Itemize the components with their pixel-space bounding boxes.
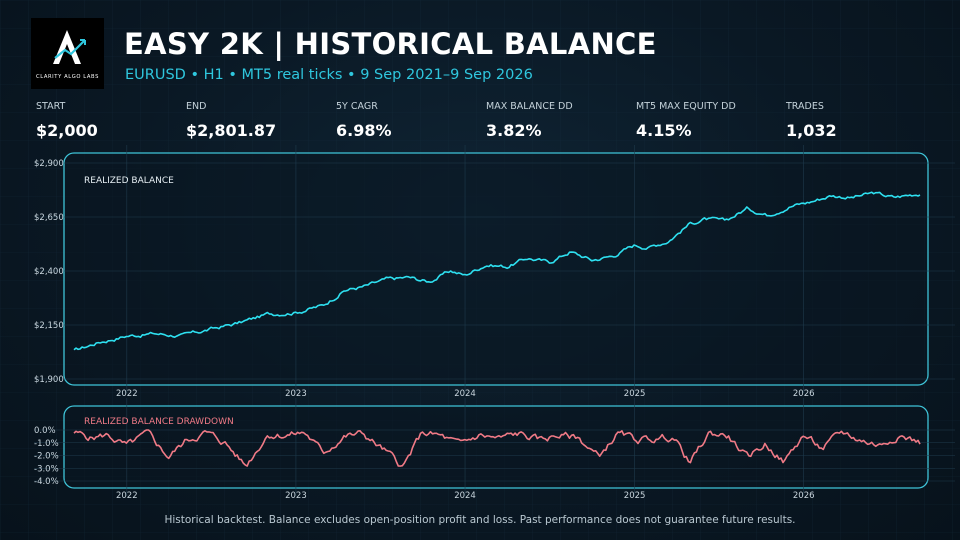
balance-line [73,191,921,351]
y-tick-label: $2,150 [34,321,64,331]
stat-label: MAX BALANCE DD [486,101,573,112]
y-tick-label: 0.0% [34,426,56,436]
x-tick-label: 2023 [285,389,307,399]
y-tick-label: $1,900 [34,375,64,385]
stat-label: START [36,101,66,112]
stat-value: $2,000 [36,121,98,140]
x-tick-label: 2026 [793,491,815,501]
y-tick-label: $2,900 [34,159,64,169]
x-tick-label: 2026 [793,389,815,399]
page-title: EASY 2K | HISTORICAL BALANCE [124,27,657,61]
y-tick-label: $2,400 [34,267,64,277]
stat-label: TRADES [786,101,824,112]
page-subtitle: EURUSD • H1 • MT5 real ticks • 9 Sep 202… [125,67,533,83]
stat-value: $2,801.87 [186,121,277,140]
x-tick-label: 2022 [116,389,138,399]
drawdown-line [73,429,921,467]
x-tick-label: 2024 [454,389,476,399]
y-tick-label: -2.0% [34,452,59,462]
stat-value: 1,032 [786,121,837,140]
stat-value: 4.15% [636,121,692,140]
stat-cagr: 5Y CAGR 6.98% [336,101,392,140]
balance-chart-title: REALIZED BALANCE [84,176,174,186]
drawdown-chart-title: REALIZED BALANCE DRAWDOWN [84,417,234,427]
stat-trades: TRADES 1,032 [786,101,837,140]
y-tick-label: -3.0% [34,464,59,474]
logo-text: CLARITY ALGO LABS [36,74,99,80]
balance-panel [63,152,929,386]
stat-start: START $2,000 [36,101,98,140]
x-tick-label: 2025 [624,389,646,399]
y-tick-label: -1.0% [34,439,59,449]
x-tick-label: 2025 [624,491,646,501]
stat-max-balance-dd: MAX BALANCE DD 3.82% [486,101,573,140]
x-tick-label: 2022 [116,491,138,501]
stat-value: 3.82% [486,121,542,140]
x-tick-label: 2023 [285,491,307,501]
stat-end: END $2,801.87 [186,101,276,140]
stat-label: 5Y CAGR [336,101,378,112]
stat-label: END [186,101,207,112]
logo: CLARITY ALGO LABS [31,18,104,89]
stat-value: 6.98% [336,121,392,140]
disclaimer: Historical backtest. Balance excludes op… [164,514,796,526]
x-tick-label: 2024 [454,491,476,501]
stat-max-equity-dd: MT5 MAX EQUITY DD 4.15% [636,101,736,140]
stat-label: MT5 MAX EQUITY DD [636,101,736,112]
y-tick-label: $2,650 [34,213,64,223]
drawdown-panel [63,405,929,489]
y-tick-label: -4.0% [34,477,59,487]
